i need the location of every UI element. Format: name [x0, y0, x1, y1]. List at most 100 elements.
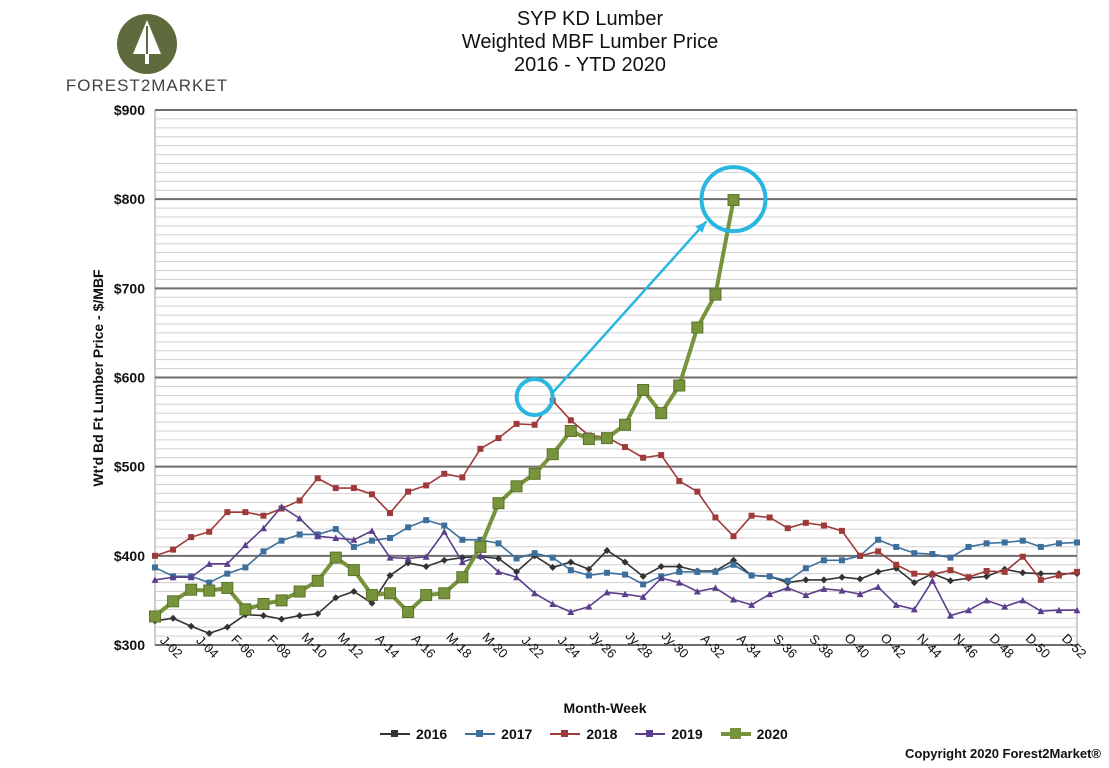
data-point-2016 [368, 599, 376, 607]
data-point-2019 [820, 585, 828, 592]
data-point-2016 [856, 575, 864, 583]
legend-item-2017: 2017 [465, 726, 532, 742]
data-point-2020 [365, 589, 378, 602]
data-point-2017 [495, 540, 502, 547]
data-point-2016 [585, 565, 593, 573]
data-point-2020 [528, 467, 541, 480]
legend-label-2019: 2019 [671, 726, 703, 742]
tree-icon [117, 14, 177, 74]
data-point-2017 [983, 540, 990, 547]
annotation-arrowhead [695, 221, 707, 233]
data-point-2020 [149, 610, 161, 623]
data-point-2020 [420, 589, 433, 602]
data-point-2018 [368, 491, 375, 498]
data-point-2018 [152, 552, 158, 559]
data-point-2019 [314, 532, 322, 540]
data-point-2017 [622, 571, 629, 578]
data-point-2018 [766, 514, 773, 521]
data-point-2019 [223, 560, 231, 567]
data-point-2018 [802, 519, 809, 526]
data-point-2017 [152, 564, 158, 571]
data-point-2019 [657, 574, 665, 582]
data-point-2017 [730, 561, 737, 568]
data-point-2018 [242, 509, 249, 516]
data-point-2018 [350, 485, 357, 492]
chart-title-line-1: SYP KD Lumber [516, 8, 664, 30]
data-point-2018 [260, 512, 267, 519]
data-point-2020 [637, 383, 650, 396]
data-point-2019 [241, 541, 249, 549]
data-point-2018 [206, 528, 213, 535]
data-point-2019 [711, 584, 719, 591]
x-axis-label: Month-Week [563, 700, 647, 716]
y-tick-label: $400 [114, 548, 145, 564]
data-point-2018 [1055, 572, 1062, 579]
legend-item-2020: 2020 [720, 726, 788, 742]
data-point-2018 [332, 485, 339, 492]
data-point-2020 [438, 587, 451, 600]
data-point-2017 [513, 555, 520, 562]
data-point-2018 [676, 477, 683, 484]
data-point-2020 [564, 425, 577, 437]
annotation-arrow [551, 220, 708, 394]
data-point-2018 [893, 561, 900, 568]
data-point-2020 [293, 585, 306, 598]
data-point-2017 [549, 554, 556, 561]
data-point-2018 [875, 548, 882, 555]
data-point-2020 [655, 407, 668, 420]
data-point-2018 [441, 470, 448, 477]
data-point-2019 [802, 591, 810, 599]
data-point-2019 [476, 552, 484, 559]
data-point-2020 [474, 540, 487, 553]
data-point-2019 [946, 612, 954, 619]
data-point-2019 [169, 573, 177, 581]
data-point-2019 [928, 577, 936, 584]
legend-item-2019: 2019 [635, 726, 703, 742]
y-tick-label: $300 [114, 637, 145, 653]
data-point-2017 [206, 579, 213, 586]
data-point-2016 [874, 568, 882, 576]
data-point-2017 [676, 568, 683, 575]
data-point-2018 [1019, 553, 1026, 560]
data-point-2019 [350, 536, 358, 543]
data-point-2020 [619, 418, 632, 431]
data-point-2016 [422, 563, 430, 571]
data-point-2019 [874, 583, 882, 591]
data-point-2017 [278, 537, 285, 544]
data-point-2017 [242, 564, 249, 571]
data-point-2019 [639, 593, 647, 600]
data-point-2019 [856, 590, 864, 598]
data-point-2018 [658, 452, 665, 459]
data-point-2016 [946, 577, 954, 585]
data-point-2017 [1019, 537, 1026, 544]
data-point-2020 [510, 480, 523, 493]
data-point-2016 [983, 572, 991, 580]
data-point-2017 [838, 557, 845, 564]
data-point-2016 [1037, 570, 1045, 578]
data-point-2019 [838, 587, 846, 594]
data-point-2017 [350, 543, 357, 550]
data-point-2020 [492, 497, 505, 510]
legend-swatch-2019 [635, 727, 666, 741]
data-point-2019 [296, 514, 304, 522]
data-point-2018 [423, 482, 430, 489]
data-point-2019 [278, 503, 286, 510]
data-point-2016 [314, 610, 322, 618]
data-point-2018 [694, 488, 701, 495]
copyright-notice: Copyright 2020 Forest2Market® [905, 746, 1101, 761]
data-point-2016 [350, 588, 358, 595]
data-point-2018 [838, 527, 845, 534]
data-point-2019 [404, 555, 412, 562]
data-point-2020 [185, 583, 198, 596]
data-point-2016 [838, 573, 846, 581]
data-point-2016 [675, 563, 683, 571]
data-point-2018 [477, 445, 484, 452]
data-point-2018 [188, 534, 195, 541]
data-point-2016 [223, 623, 231, 631]
data-point-2019 [585, 603, 593, 610]
data-point-2020 [347, 564, 360, 577]
data-point-2019 [567, 608, 575, 616]
data-point-2019 [458, 558, 466, 566]
data-point-2019 [675, 579, 683, 586]
